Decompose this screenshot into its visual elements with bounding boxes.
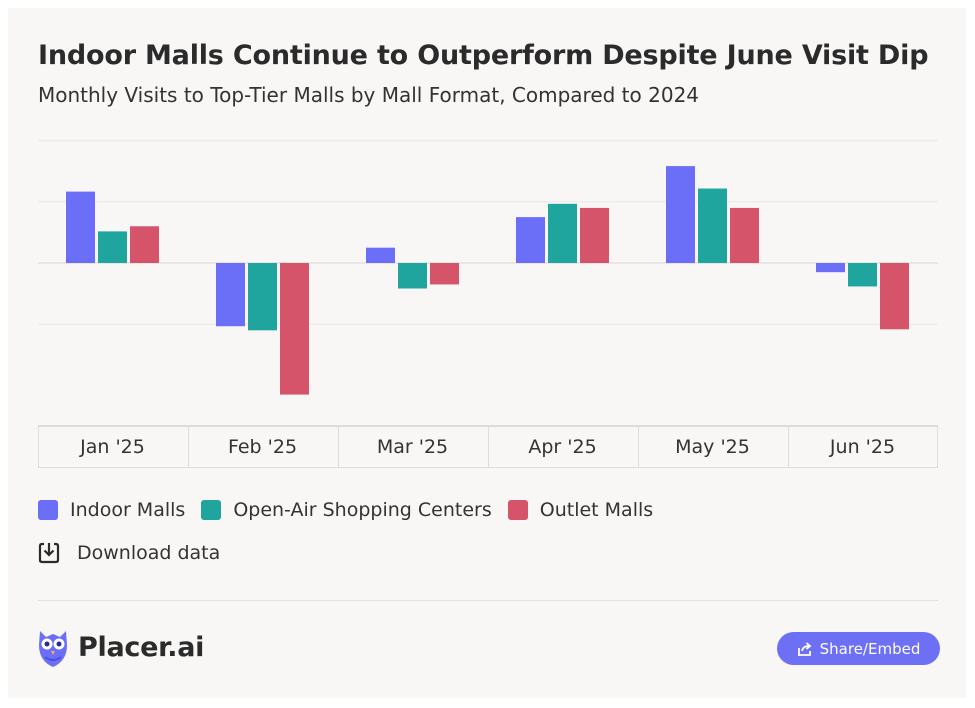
legend-label: Open-Air Shopping Centers [233,499,492,521]
x-tick-label: Feb '25 [227,435,298,458]
legend-item-outlet-malls[interactable]: Outlet Malls [507,499,654,521]
x-axis-divider [788,425,789,468]
legend-item-open-air[interactable]: Open-Air Shopping Centers [201,499,492,521]
share-label: Share/Embed [819,639,921,658]
legend-swatch-indoor [38,500,58,520]
x-tick-label: May '25 [675,435,750,458]
x-tick-label: Mar '25 [376,435,449,458]
bar-chart [38,140,938,395]
chart-subtitle: Monthly Visits to Top-Tier Malls by Mall… [38,83,700,107]
bar-outlet-malls-2[interactable] [430,263,459,285]
legend: Indoor Malls Open-Air Shopping Centers O… [38,499,669,521]
x-tick-label: Jan '25 [80,435,145,458]
bar-outlet-malls-0[interactable] [130,226,159,263]
chart-card: Indoor Malls Continue to Outperform Desp… [8,8,966,698]
placer-logo: Placer.ai [36,625,204,669]
x-tick-label: Apr '25 [528,435,597,458]
bar-open-air-shopping-centers-1[interactable] [248,263,277,331]
bar-open-air-shopping-centers-0[interactable] [98,231,127,263]
bar-outlet-malls-5[interactable] [880,263,909,330]
bar-outlet-malls-1[interactable] [280,263,309,395]
bar-indoor-malls-0[interactable] [66,191,95,263]
bar-indoor-malls-3[interactable] [516,217,545,263]
download-label: Download data [77,542,221,564]
x-axis-divider [488,425,489,468]
share-icon [797,641,812,656]
share-embed-button[interactable]: Share/Embed [777,632,940,665]
bar-indoor-malls-4[interactable] [666,166,695,263]
x-tick-label: Jun '25 [829,435,896,458]
x-axis-divider [338,425,339,468]
legend-swatch-outlet [507,500,528,520]
footer-divider [38,600,938,601]
logo-text: Placer.ai [78,631,205,663]
legend-swatch-open-air [201,500,222,520]
bar-open-air-shopping-centers-2[interactable] [398,263,427,289]
bar-open-air-shopping-centers-4[interactable] [698,188,727,263]
x-axis-divider [638,425,639,468]
bar-outlet-malls-4[interactable] [730,207,759,263]
download-icon [38,542,60,564]
bar-indoor-malls-5[interactable] [816,263,845,273]
bar-outlet-malls-3[interactable] [580,207,609,263]
legend-label: Outlet Malls [539,499,654,521]
bar-open-air-shopping-centers-5[interactable] [848,263,877,287]
chart-title: Indoor Malls Continue to Outperform Desp… [38,40,929,71]
owl-icon [39,631,67,667]
download-data-button[interactable]: Download data [38,541,220,565]
x-axis-divider [188,425,189,468]
bar-indoor-malls-2[interactable] [366,247,395,263]
bar-indoor-malls-1[interactable] [216,263,245,327]
bar-open-air-shopping-centers-3[interactable] [548,203,577,263]
legend-label: Indoor Malls [70,499,186,521]
legend-item-indoor-malls[interactable]: Indoor Malls [38,499,185,521]
